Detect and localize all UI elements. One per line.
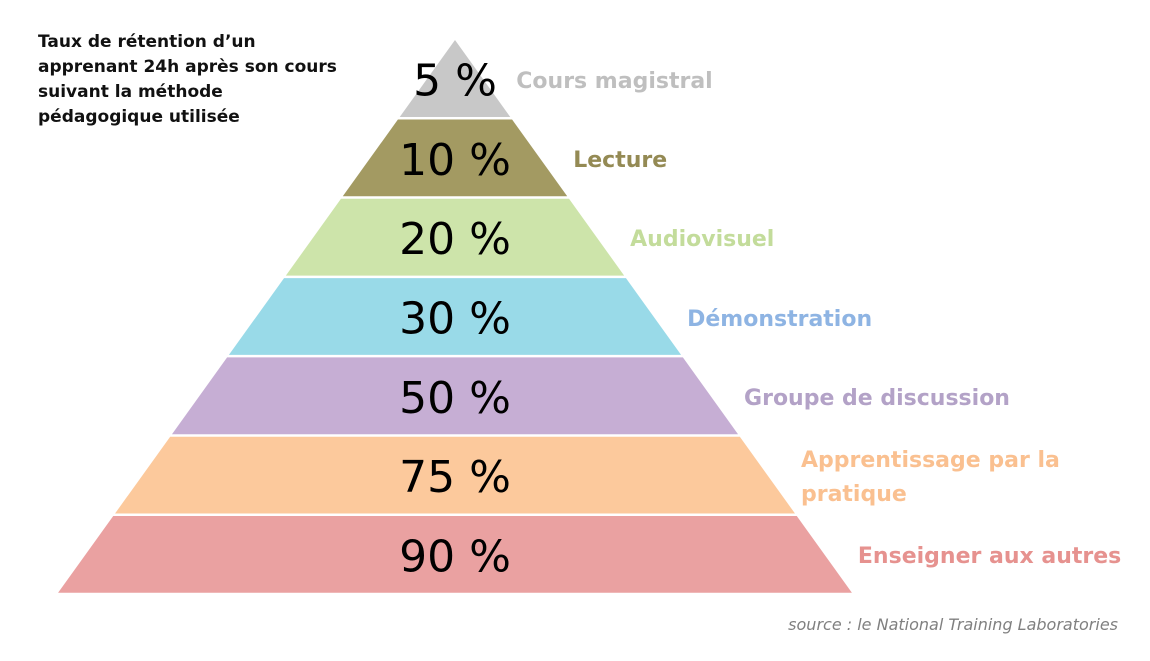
pyramid-level — [171, 357, 739, 435]
title: Taux de rétention d’un apprenant 24h apr… — [38, 32, 337, 127]
pyramid-level — [58, 516, 852, 593]
pyramid-level — [115, 436, 795, 514]
level-percent: 20 % — [399, 214, 511, 265]
level-label: Enseigner aux autres — [857, 544, 1122, 570]
source: source : le National Training Laboratori… — [788, 615, 1118, 634]
level-percent: 75 % — [399, 452, 511, 503]
level-percent: 10 % — [399, 135, 511, 186]
level-label: Apprentissage par la pratique — [800, 448, 1060, 508]
pyramid-level — [285, 198, 625, 276]
level-label: Groupe de discussion — [744, 385, 1010, 411]
pyramid-level — [228, 278, 682, 355]
level-percent: 30 % — [399, 294, 511, 345]
level-label: Audiovisuel — [630, 227, 775, 253]
level-percent: 50 % — [399, 373, 511, 424]
level-percent: 90 % — [399, 531, 511, 582]
pyramid-level — [399, 40, 511, 117]
level-label: Démonstration — [687, 306, 873, 332]
level-label: Cours magistral — [516, 68, 713, 94]
level-label: Lecture — [573, 147, 668, 173]
pyramid-level — [342, 119, 568, 197]
level-percent: 5 % — [413, 56, 497, 107]
